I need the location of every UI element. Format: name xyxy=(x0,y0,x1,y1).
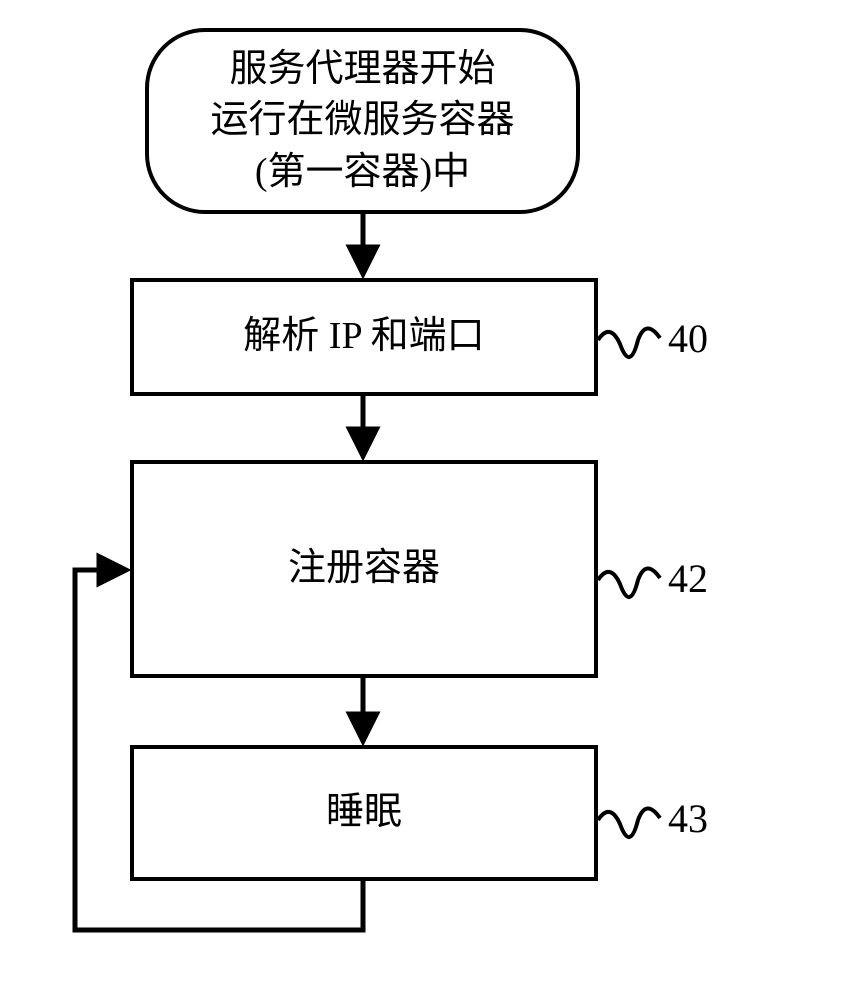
node-register-text: 注册容器 xyxy=(288,543,440,594)
label-40: 40 xyxy=(668,315,708,362)
node-parse: 解析 IP 和端口 xyxy=(130,278,598,396)
flowchart-container: 服务代理器开始运行在微服务容器(第一容器)中 解析 IP 和端口 注册容器 睡眠… xyxy=(0,0,861,1000)
squiggle-42 xyxy=(598,568,660,597)
squiggle-43 xyxy=(598,808,660,837)
node-register: 注册容器 xyxy=(130,460,598,678)
node-sleep: 睡眠 xyxy=(130,745,598,881)
node-start-text: 服务代理器开始运行在微服务容器(第一容器)中 xyxy=(210,44,514,198)
label-43: 43 xyxy=(668,795,708,842)
node-start: 服务代理器开始运行在微服务容器(第一容器)中 xyxy=(145,28,580,214)
label-42: 42 xyxy=(668,555,708,602)
squiggle-40 xyxy=(598,328,660,357)
node-sleep-text: 睡眠 xyxy=(326,787,402,838)
node-parse-text: 解析 IP 和端口 xyxy=(243,311,484,362)
